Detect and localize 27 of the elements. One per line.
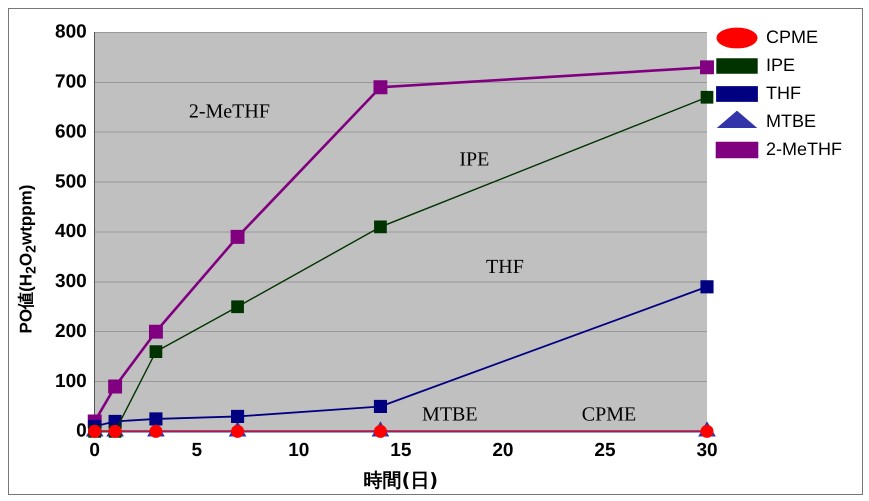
y-tick-label: 400 [55,221,87,242]
y-tick-label: 500 [55,171,87,192]
x-tick-label: 0 [89,440,100,462]
annotation: 2-MeTHF [188,100,270,122]
legend-label: CPME [766,26,818,47]
x-tick-label: 5 [191,440,202,462]
y-tick-label: 700 [55,72,87,93]
x-tick-label: 25 [594,440,616,462]
x-tick-label: 30 [696,440,718,462]
x-tick-label: 10 [288,440,310,462]
annotation: THF [486,256,524,278]
y-tick-label: 300 [55,271,87,292]
y-tick-label: 200 [55,320,87,342]
annotation: CPME [582,404,636,426]
legend-label: THF [766,82,801,103]
y-tick-label: 100 [55,370,87,392]
y-tick-label: 600 [55,121,87,142]
y-tick-label: 800 [55,22,87,43]
legend-label: 2-MeTHF [766,138,842,159]
y-tick-label: 0 [76,420,87,442]
legend-label: IPE [766,54,796,75]
legend-label: MTBE [766,110,816,131]
x-axis-title: 時間(日) [364,470,438,492]
x-tick-label: 20 [492,440,514,462]
x-tick-label: 15 [390,440,412,462]
annotation: IPE [459,148,490,170]
annotation: MTBE [422,404,478,426]
